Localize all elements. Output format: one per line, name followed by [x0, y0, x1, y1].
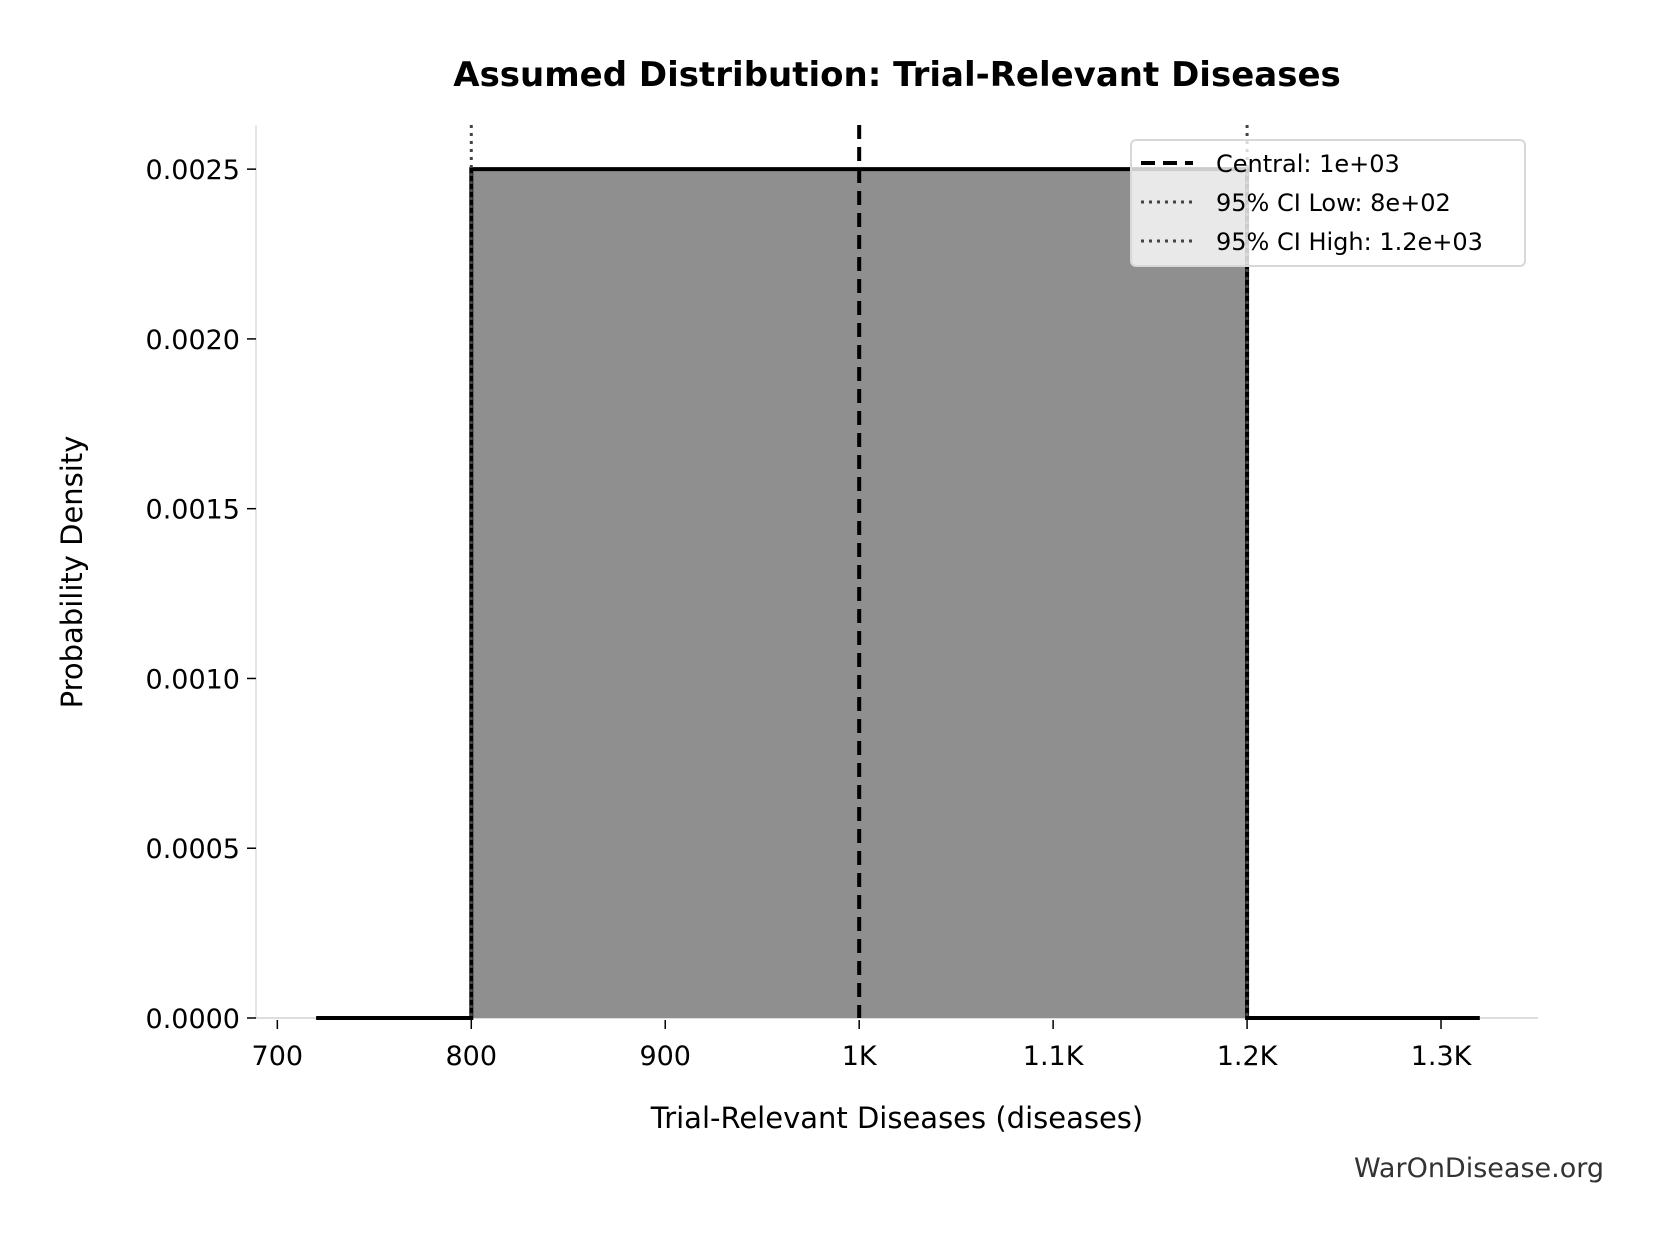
y-axis-label: Probability Density — [55, 436, 89, 709]
y-tick-label: 0.0010 — [146, 664, 240, 695]
y-tick-label: 0.0005 — [146, 834, 240, 865]
legend: Central: 1e+03 95% CI Low: 8e+02 95% CI Hi… — [1130, 139, 1526, 267]
plot-area: 700 800 900 1K 1.1K 1.2K 1.3K 0.0000 0.0005 0.001… — [146, 125, 1538, 1072]
x-tick-label: 900 — [639, 1041, 691, 1072]
distribution-fill — [316, 169, 1480, 1018]
x-tick-label: 700 — [252, 1041, 304, 1072]
x-tick-label: 1.1K — [1023, 1041, 1085, 1072]
x-axis-label: Trial-Relevant Diseases (diseases) — [650, 1101, 1143, 1135]
y-tick-label: 0.0025 — [146, 155, 240, 186]
chart-title: Assumed Distribution: Trial-Relevant Dis… — [453, 55, 1341, 95]
y-tick-label: 0.0000 — [146, 1004, 240, 1035]
x-tick-label: 1.3K — [1411, 1041, 1473, 1072]
y-tick-label: 0.0015 — [146, 495, 240, 526]
x-tick-label: 1K — [842, 1041, 878, 1072]
y-tick-label: 0.0020 — [146, 325, 240, 356]
legend-label: 95% CI High: 1.2e+03 — [1216, 228, 1483, 256]
legend-box — [1130, 139, 1526, 267]
x-tick-label: 800 — [446, 1041, 498, 1072]
x-tick-label: 1.2K — [1217, 1041, 1279, 1072]
legend-label: 95% CI Low: 8e+02 — [1216, 189, 1451, 217]
legend-label: Central: 1e+03 — [1216, 150, 1400, 178]
watermark: WarOnDisease.org — [1354, 1153, 1604, 1184]
